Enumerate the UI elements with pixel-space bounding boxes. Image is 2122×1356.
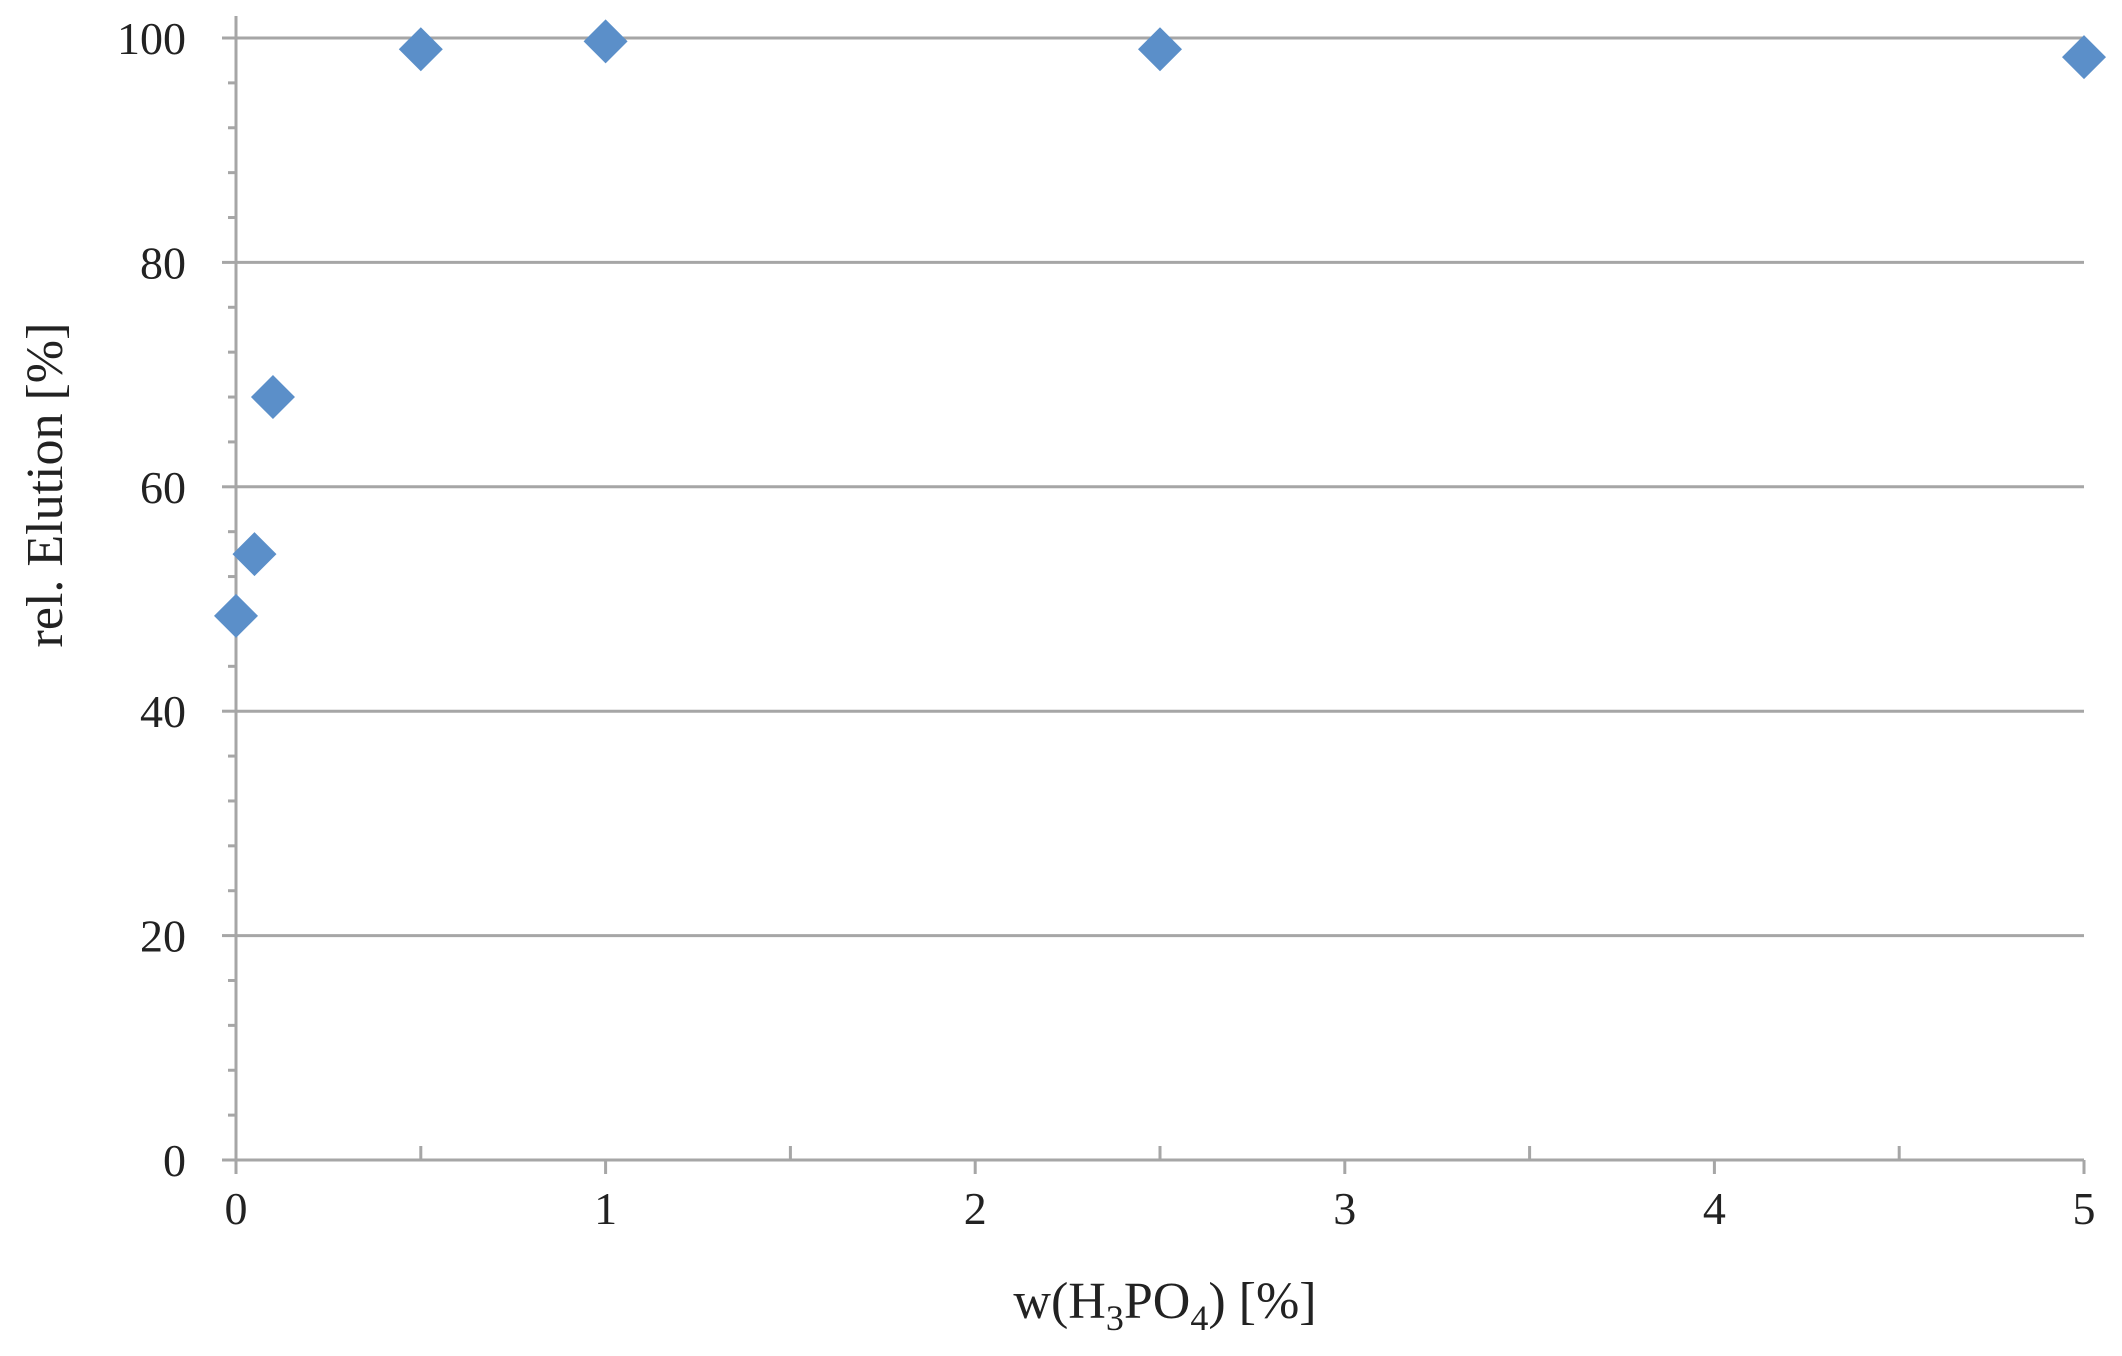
y-axis-title: rel. Elution [%] [17, 323, 74, 648]
x-tick-label-1: 1 [594, 1183, 617, 1234]
x-tick-label-3: 3 [1333, 1183, 1356, 1234]
y-tick-label-100: 100 [117, 13, 186, 64]
x-axis-title-sub1: 3 [1106, 1298, 1124, 1338]
x-axis-title: w(H3PO4) [%] [1013, 1273, 1316, 1338]
data-point-0.1 [250, 375, 295, 420]
data-point-0.05 [232, 532, 277, 577]
x-axis-title-sub2: 4 [1190, 1298, 1208, 1338]
data-point-5 [2062, 35, 2106, 80]
y-tick-label-80: 80 [140, 237, 186, 288]
data-point-0.5 [398, 27, 443, 72]
y-tick-label-20: 20 [140, 911, 186, 962]
data-point-2.5 [1138, 27, 1182, 72]
data-point-1 [583, 19, 628, 64]
y-tick-label-40: 40 [140, 686, 186, 737]
x-tick-label-0: 0 [225, 1183, 248, 1234]
x-axis-title-prefix: w(H [1013, 1273, 1105, 1330]
y-tick-label-0: 0 [163, 1135, 186, 1186]
x-tick-labels: 0 1 2 3 4 5 [225, 1183, 2096, 1234]
x-tick-label-4: 4 [1703, 1183, 1726, 1234]
x-tick-label-5: 5 [2073, 1183, 2096, 1234]
x-axis-title-suffix: ) [%] [1208, 1273, 1316, 1330]
x-tick-label-2: 2 [964, 1183, 987, 1234]
gridlines [236, 36, 2084, 938]
x-axis-title-mid: PO [1124, 1273, 1190, 1330]
y-tick-label-60: 60 [140, 462, 186, 513]
data-points [214, 19, 2106, 638]
axes [234, 16, 2084, 1162]
tick-marks [222, 36, 2086, 1174]
y-tick-labels: 0 20 40 60 80 100 [117, 13, 186, 1186]
data-point-0 [214, 593, 258, 638]
